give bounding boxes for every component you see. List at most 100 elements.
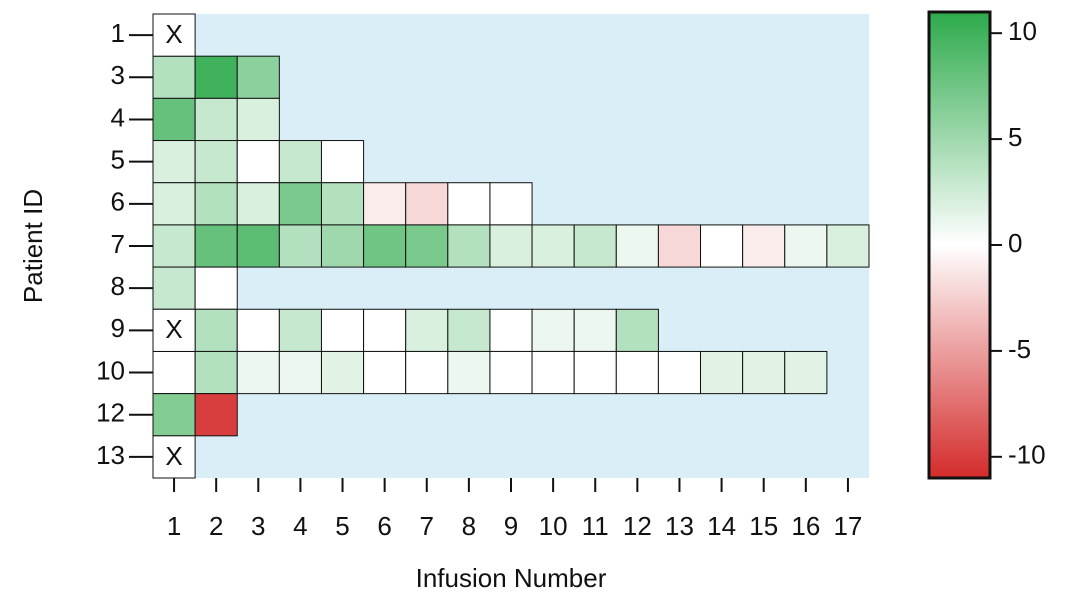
y-tick-label: 9	[111, 313, 125, 343]
heatmap-cell	[236, 97, 280, 142]
x-tick-label: 10	[539, 511, 568, 541]
heatmap-cell	[236, 182, 280, 226]
x-tick-label: 1	[167, 511, 181, 541]
heatmap-cell	[320, 182, 365, 226]
heatmap-cell	[784, 224, 828, 268]
x-tick-label: 11	[582, 511, 609, 541]
heatmap-cell	[489, 182, 533, 226]
heatmap-cell	[278, 308, 322, 352]
heatmap-cell	[363, 182, 407, 226]
heatmap-cell	[447, 182, 491, 226]
heatmap-cell	[152, 266, 196, 310]
y-tick-label: 1	[111, 18, 125, 48]
heatmap-cell	[489, 350, 533, 395]
heatmap-cell	[236, 55, 280, 99]
x-tick-label: 12	[623, 511, 652, 541]
x-tick-label: 15	[749, 511, 778, 541]
heatmap-cell	[194, 266, 238, 310]
heatmap-cell	[194, 140, 238, 184]
heatmap-cell	[152, 55, 196, 99]
x-tick-label: 4	[293, 511, 307, 541]
heatmap-cell	[742, 224, 786, 268]
heatmap-cell	[236, 308, 280, 352]
colorbar-tick-label: 0	[1008, 228, 1022, 258]
heatmap-cell	[531, 224, 575, 268]
heatmap-cell	[489, 308, 533, 352]
missing-cell	[152, 308, 196, 352]
heatmap-cell	[447, 224, 491, 268]
heatmap-cell	[194, 55, 238, 99]
heatmap-cell	[573, 350, 617, 395]
colorbar-tick-label: 10	[1008, 16, 1037, 46]
heatmap-cell	[320, 308, 365, 352]
missing-cell	[152, 13, 196, 57]
heatmap-cell	[826, 224, 870, 268]
heatmap-cell	[320, 224, 365, 268]
y-tick-label: 6	[111, 187, 125, 217]
heatmap-cell	[531, 350, 575, 395]
heatmap-cell	[194, 224, 238, 268]
heatmap-cell	[700, 224, 744, 268]
y-tick-label: 13	[96, 440, 125, 470]
heatmap-cell	[700, 350, 744, 395]
heatmap-cell	[194, 393, 238, 437]
heatmap-cell	[194, 97, 238, 142]
x-tick-label: 16	[791, 511, 820, 541]
heatmap-cell	[405, 224, 449, 268]
missing-marker: X	[165, 314, 182, 344]
heatmap-cell	[236, 224, 280, 268]
y-tick-label: 4	[111, 102, 125, 132]
heatmap-cell	[363, 308, 407, 352]
missing-marker: X	[165, 441, 182, 471]
x-tick-label: 5	[335, 511, 349, 541]
y-tick-label: 10	[96, 355, 125, 385]
colorbar-tick-label: -10	[1008, 440, 1046, 470]
heatmap-cell	[405, 350, 449, 395]
x-tick-label: 8	[462, 511, 476, 541]
heatmap-cell	[194, 308, 238, 352]
x-tick-label: 9	[504, 511, 518, 541]
heatmap-cell	[447, 308, 491, 352]
x-tick-label: 17	[833, 511, 862, 541]
heatmap-cell	[657, 224, 702, 268]
colorbar	[927, 10, 992, 480]
heatmap-cell	[320, 350, 365, 395]
heatmap-cell	[447, 350, 491, 395]
heatmap-cell	[278, 182, 322, 226]
heatmap-cell	[784, 350, 828, 395]
x-axis-label: Infusion Number	[416, 563, 607, 593]
heatmap-cell	[152, 140, 196, 184]
heatmap-cell	[615, 308, 659, 352]
heatmap-cell	[194, 350, 238, 395]
x-tick-label: 7	[420, 511, 434, 541]
x-tick-label: 14	[707, 511, 736, 541]
missing-cell	[152, 435, 196, 479]
heatmap-cell	[615, 224, 659, 268]
y-tick-label: 3	[111, 60, 125, 90]
colorbar-tick-label: -5	[1008, 334, 1031, 364]
x-tick-label: 6	[377, 511, 391, 541]
heatmap-cell	[152, 350, 196, 395]
heatmap-cell	[278, 140, 322, 184]
heatmap-cell	[278, 224, 322, 268]
heatmap-cell	[278, 350, 322, 395]
missing-marker: X	[165, 19, 182, 49]
heatmap-cell	[363, 350, 407, 395]
heatmap-cell	[489, 224, 533, 268]
y-tick-label: 7	[111, 229, 125, 259]
heatmap-cell	[152, 97, 196, 142]
x-tick-label: 3	[251, 511, 265, 541]
heatmap-cell	[573, 308, 617, 352]
heatmap-cell	[573, 224, 617, 268]
heatmap-cell	[152, 224, 196, 268]
x-tick-label: 2	[209, 511, 223, 541]
heatmap-cell	[405, 308, 449, 352]
heatmap-cell	[194, 182, 238, 226]
y-tick-label: 8	[111, 271, 125, 301]
heatmap-cell	[742, 350, 786, 395]
heatmap-cell	[320, 140, 365, 184]
heatmap-cell	[236, 140, 280, 184]
heatmap-cell	[615, 350, 659, 395]
y-tick-label: 5	[111, 145, 125, 175]
